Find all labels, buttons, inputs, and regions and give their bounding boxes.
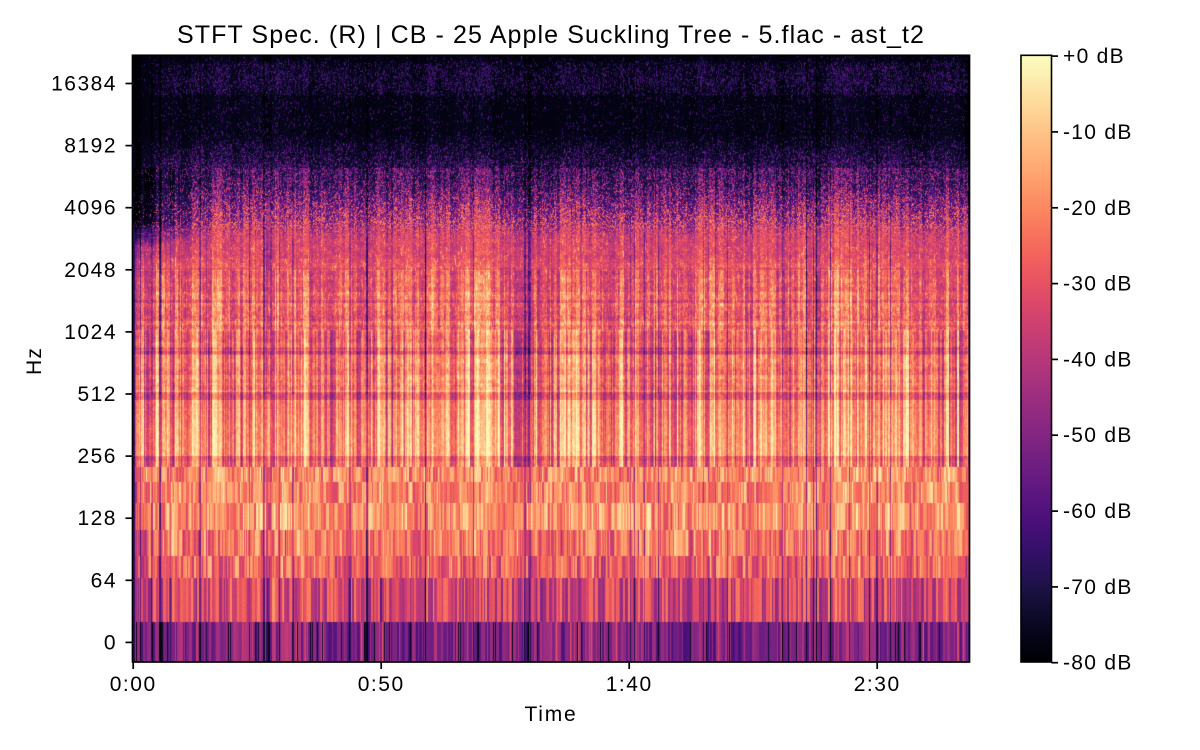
svg-text:128: 128 <box>77 507 117 530</box>
svg-text:-10 dB: -10 dB <box>1063 121 1133 144</box>
svg-text:2048: 2048 <box>64 259 117 282</box>
svg-text:0:50: 0:50 <box>358 673 405 696</box>
svg-text:-50 dB: -50 dB <box>1063 424 1133 447</box>
svg-text:2:30: 2:30 <box>854 673 901 696</box>
svg-text:256: 256 <box>77 445 117 468</box>
svg-text:Time: Time <box>524 703 577 726</box>
svg-text:1:40: 1:40 <box>606 673 653 696</box>
svg-text:0: 0 <box>104 631 117 654</box>
svg-text:Hz: Hz <box>23 347 46 375</box>
svg-text:0:00: 0:00 <box>110 673 157 696</box>
svg-text:-20 dB: -20 dB <box>1063 197 1133 220</box>
svg-text:64: 64 <box>91 569 117 592</box>
svg-text:512: 512 <box>77 383 117 406</box>
svg-text:-70 dB: -70 dB <box>1063 576 1133 599</box>
svg-text:-40 dB: -40 dB <box>1063 348 1133 371</box>
svg-text:1024: 1024 <box>64 321 117 344</box>
svg-text:+0 dB: +0 dB <box>1063 45 1125 68</box>
svg-text:8192: 8192 <box>64 135 117 158</box>
svg-text:STFT Spec. (R) | CB - 25 Apple: STFT Spec. (R) | CB - 25 Apple Suckling … <box>177 21 925 49</box>
svg-text:16384: 16384 <box>51 73 117 96</box>
svg-text:-30 dB: -30 dB <box>1063 273 1133 296</box>
svg-text:4096: 4096 <box>64 197 117 220</box>
svg-text:-60 dB: -60 dB <box>1063 500 1133 523</box>
svg-text:-80 dB: -80 dB <box>1063 652 1133 675</box>
